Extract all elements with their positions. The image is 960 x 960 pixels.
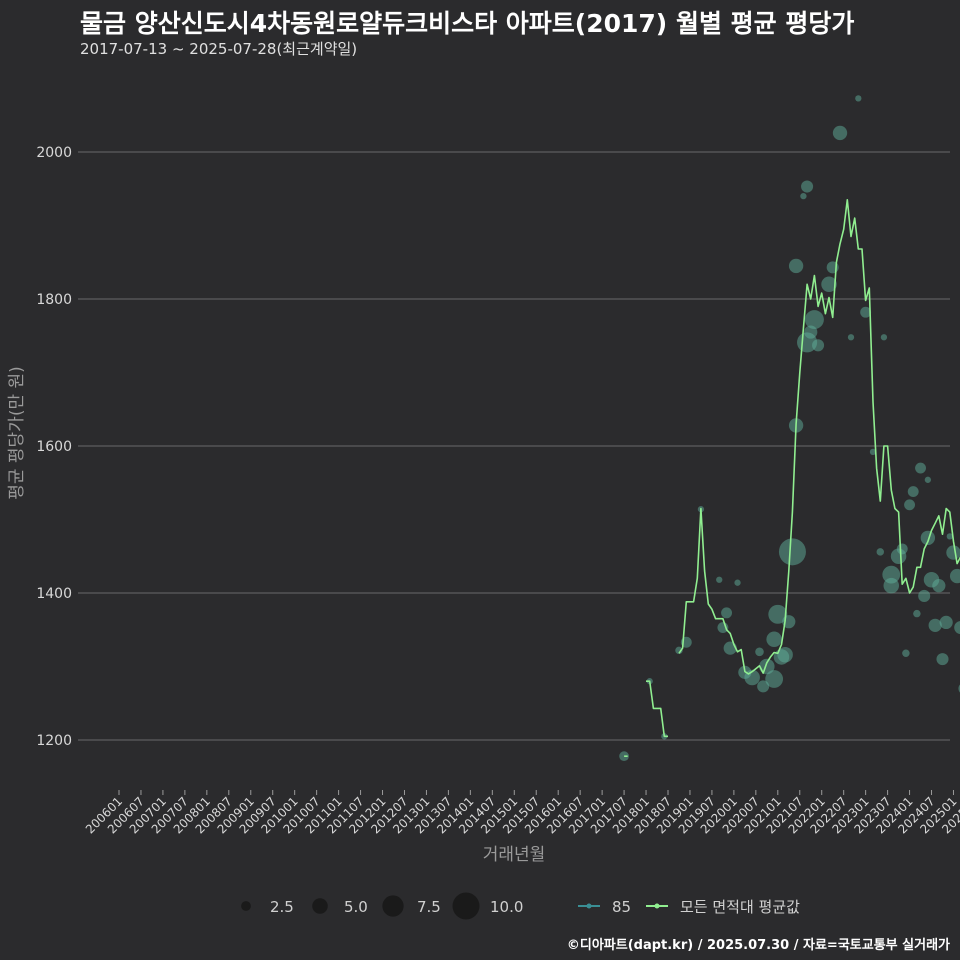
data-bubble xyxy=(675,646,683,655)
y-tick-label: 1200 xyxy=(36,733,72,749)
data-bubble xyxy=(777,646,793,663)
legend-size-dot xyxy=(241,901,251,911)
data-bubble xyxy=(765,670,784,688)
legend-size-dot xyxy=(452,892,480,920)
y-tick-label: 2000 xyxy=(36,145,72,161)
data-bubble xyxy=(759,658,775,675)
data-bubble xyxy=(907,486,919,498)
data-bubble xyxy=(801,180,814,193)
data-bubble xyxy=(918,589,931,602)
data-bubble xyxy=(755,647,764,657)
data-bubble xyxy=(766,631,782,648)
data-bubble xyxy=(880,334,888,341)
data-bubble xyxy=(804,310,824,330)
data-bubble xyxy=(954,620,960,635)
legend: 2.5 5.0 7.5 10.0 85 모든 면적대 평균값 xyxy=(241,892,800,920)
bubble-layer xyxy=(619,95,960,762)
chart-title: 물금 양산신도시4차동원로얄듀크비스타 아파트(2017) 월별 평균 평당가 xyxy=(80,9,855,38)
data-bubble xyxy=(716,576,723,583)
legend-size-label: 5.0 xyxy=(344,898,368,916)
y-axis-label: 평균 평당가(만 원) xyxy=(7,366,27,500)
average-line-segment xyxy=(678,199,960,675)
data-bubble xyxy=(876,548,885,556)
data-bubble xyxy=(619,751,629,762)
legend-size-label: 2.5 xyxy=(270,898,294,916)
data-bubble xyxy=(832,125,848,141)
data-bubble xyxy=(855,95,862,102)
source-credit: ©디아파트(dapt.kr) / 2025.07.30 / 자료=국토교통부 실… xyxy=(566,938,950,953)
data-bubble xyxy=(768,604,788,624)
chart-subtitle: 2017-07-13 ~ 2025-07-28(최근계약일) xyxy=(80,40,358,58)
data-bubble xyxy=(788,258,804,274)
y-tick-label: 1600 xyxy=(36,439,72,455)
x-axis-ticks: 2006012006072007012007072008012008072009… xyxy=(83,790,960,837)
data-bubble xyxy=(721,607,733,619)
data-bubble xyxy=(821,276,837,293)
grid-lines xyxy=(78,151,950,741)
data-bubble xyxy=(915,462,926,474)
data-bubble xyxy=(800,192,807,200)
y-tick-label: 1800 xyxy=(36,292,72,308)
legend-size-label: 7.5 xyxy=(417,898,441,916)
legend-series-point xyxy=(586,903,592,909)
data-bubble xyxy=(902,649,910,657)
data-bubble xyxy=(812,339,825,352)
data-bubble xyxy=(932,579,946,593)
data-bubble xyxy=(936,653,949,666)
data-bubble xyxy=(717,622,729,633)
data-bubble xyxy=(904,499,916,511)
legend-series-point xyxy=(654,903,660,909)
data-bubble xyxy=(913,609,921,618)
data-bubble xyxy=(882,565,901,584)
data-bubble xyxy=(896,543,908,555)
data-bubble xyxy=(778,538,806,566)
data-bubble xyxy=(734,579,741,586)
data-bubble xyxy=(860,306,872,318)
legend-size-dot xyxy=(312,898,328,914)
data-bubble xyxy=(920,530,936,546)
data-bubble xyxy=(946,533,953,540)
y-tick-label: 1400 xyxy=(36,586,72,602)
data-bubble xyxy=(757,680,770,693)
data-bubble xyxy=(949,568,960,584)
legend-series-label: 모든 면적대 평균값 xyxy=(680,898,800,916)
legend-series-label: 85 xyxy=(612,898,631,916)
data-bubble xyxy=(924,476,932,483)
average-line-segment xyxy=(646,680,668,738)
data-bubble xyxy=(869,448,877,456)
legend-size-label: 10.0 xyxy=(490,898,523,916)
data-bubble xyxy=(928,618,942,632)
data-bubble xyxy=(946,545,960,560)
average-line-layer xyxy=(624,199,960,758)
y-axis-ticks: 1200 1400 1600 1800 2000 xyxy=(36,145,72,749)
x-axis-label: 거래년월 xyxy=(483,845,546,865)
data-bubble xyxy=(847,334,855,341)
legend-size-dot xyxy=(382,895,404,917)
data-bubble xyxy=(939,615,953,630)
